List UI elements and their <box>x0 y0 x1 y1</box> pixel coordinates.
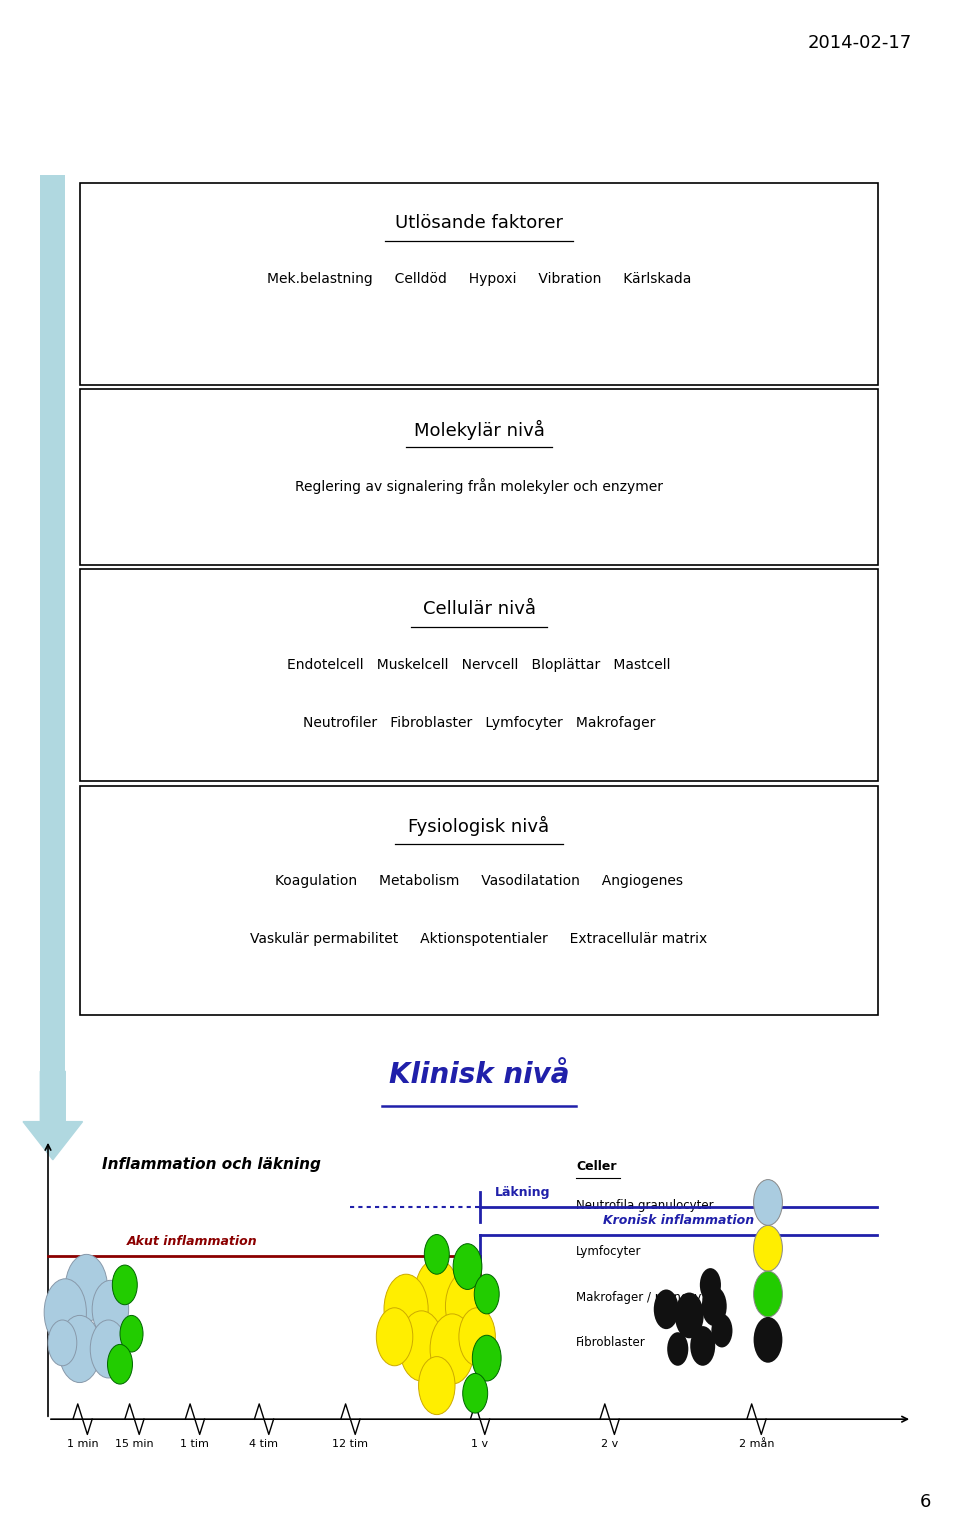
Text: Reglering av signalering från molekyler och enzymer: Reglering av signalering från molekyler … <box>295 478 663 493</box>
Circle shape <box>419 1357 455 1415</box>
Text: Cellulär nivå: Cellulär nivå <box>422 600 536 618</box>
Text: Celler: Celler <box>576 1160 616 1173</box>
Circle shape <box>474 1274 499 1314</box>
Circle shape <box>445 1271 490 1341</box>
Circle shape <box>754 1180 782 1225</box>
Text: Fysiologisk nivå: Fysiologisk nivå <box>408 816 550 836</box>
Circle shape <box>675 1293 704 1338</box>
Text: 1 min: 1 min <box>67 1439 98 1450</box>
Text: Läkning: Läkning <box>494 1186 550 1199</box>
FancyBboxPatch shape <box>40 175 65 1076</box>
Circle shape <box>754 1271 782 1317</box>
Circle shape <box>424 1235 449 1274</box>
Text: Fibroblaster: Fibroblaster <box>576 1337 646 1349</box>
Circle shape <box>120 1315 143 1352</box>
Text: Vaskulär permabilitet     Aktionspotentialer     Extracellulär matrix: Vaskulär permabilitet Aktionspotentialer… <box>251 932 708 946</box>
Text: Lymfocyter: Lymfocyter <box>576 1245 641 1257</box>
Circle shape <box>59 1315 101 1383</box>
Circle shape <box>108 1344 132 1384</box>
Circle shape <box>430 1314 474 1384</box>
Text: Molekylär nivå: Molekylär nivå <box>414 420 544 439</box>
Text: Utlösande faktorer: Utlösande faktorer <box>396 214 563 232</box>
Circle shape <box>90 1320 127 1378</box>
Circle shape <box>399 1311 444 1381</box>
Text: 12 tim: 12 tim <box>332 1439 369 1450</box>
Circle shape <box>711 1314 732 1347</box>
Text: 1 v: 1 v <box>471 1439 489 1450</box>
Circle shape <box>472 1335 501 1381</box>
Text: 15 min: 15 min <box>115 1439 154 1450</box>
Text: Koagulation     Metabolism     Vasodilatation     Angiogenes: Koagulation Metabolism Vasodilatation An… <box>276 874 683 888</box>
Text: 2014-02-17: 2014-02-17 <box>807 34 912 52</box>
Polygon shape <box>23 1071 83 1160</box>
Text: 4 tim: 4 tim <box>250 1439 278 1450</box>
Text: 1 tim: 1 tim <box>180 1439 209 1450</box>
Text: Endotelcell   Muskelcell   Nervcell   Bloplättar   Mastcell: Endotelcell Muskelcell Nervcell Bloplätt… <box>287 658 671 671</box>
Circle shape <box>65 1254 108 1322</box>
Circle shape <box>384 1274 428 1344</box>
Text: Neutrofila granulocyter: Neutrofila granulocyter <box>576 1199 713 1212</box>
Circle shape <box>702 1286 727 1326</box>
Circle shape <box>376 1308 413 1366</box>
Text: Akut inflammation: Akut inflammation <box>127 1235 257 1248</box>
Circle shape <box>463 1373 488 1413</box>
Text: Mek.belastning     Celldöd     Hypoxi     Vibration     Kärlskada: Mek.belastning Celldöd Hypoxi Vibration … <box>267 272 691 285</box>
Text: 2 v: 2 v <box>601 1439 618 1450</box>
Text: Klinisk nivå: Klinisk nivå <box>389 1061 569 1088</box>
FancyBboxPatch shape <box>80 569 878 781</box>
Circle shape <box>754 1317 782 1363</box>
Circle shape <box>654 1289 679 1329</box>
Circle shape <box>459 1308 495 1366</box>
Text: 2 mån: 2 mån <box>739 1439 774 1450</box>
Circle shape <box>667 1332 688 1366</box>
Text: Kronisk inflammation: Kronisk inflammation <box>603 1213 755 1227</box>
FancyBboxPatch shape <box>80 389 878 565</box>
Circle shape <box>453 1244 482 1289</box>
Circle shape <box>44 1279 86 1346</box>
Circle shape <box>754 1225 782 1271</box>
Circle shape <box>690 1326 715 1366</box>
Text: Inflammation och läkning: Inflammation och läkning <box>102 1157 321 1172</box>
FancyBboxPatch shape <box>80 786 878 1015</box>
Circle shape <box>415 1259 459 1329</box>
Circle shape <box>112 1265 137 1305</box>
Text: Makrofager / monocyter: Makrofager / monocyter <box>576 1291 718 1303</box>
Text: 6: 6 <box>920 1492 931 1511</box>
Circle shape <box>700 1268 721 1302</box>
Circle shape <box>92 1280 129 1338</box>
Text: Neutrofiler   Fibroblaster   Lymfocyter   Makrofager: Neutrofiler Fibroblaster Lymfocyter Makr… <box>302 716 656 729</box>
FancyBboxPatch shape <box>80 183 878 385</box>
Circle shape <box>48 1320 77 1366</box>
